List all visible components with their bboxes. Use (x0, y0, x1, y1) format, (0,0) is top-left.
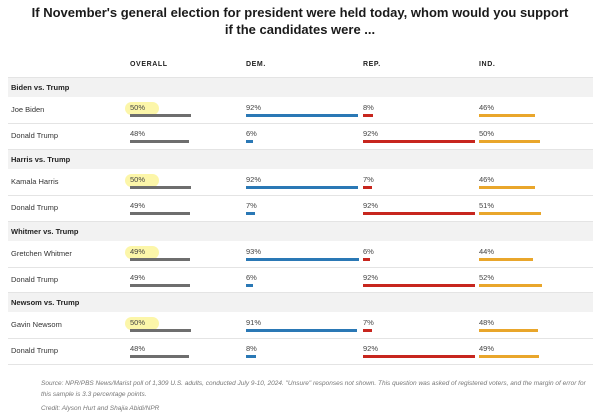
group-header: Newsom vs. Trump (8, 293, 593, 312)
data-label-rep: 92% (363, 201, 379, 210)
bar-overall (130, 114, 191, 117)
data-label-dem: 8% (246, 344, 257, 353)
bar-overall (130, 140, 189, 143)
bar-overall (130, 329, 191, 332)
data-label-dem: 92% (246, 103, 262, 112)
bar-ind (479, 114, 535, 117)
data-label-rep: 7% (363, 318, 374, 327)
source-note: Source: NPR/PBS News/Marist poll of 1,30… (41, 380, 586, 398)
data-label-ind: 48% (479, 318, 495, 327)
bar-ind (479, 140, 540, 143)
data-label-rep: 92% (363, 273, 379, 282)
bar-overall (130, 212, 190, 215)
bar-dem (246, 258, 359, 261)
group-divider (8, 221, 593, 222)
highlight-marker (125, 246, 159, 259)
data-label-ind: 44% (479, 247, 495, 256)
chart-title-line-1: If November's general election for presi… (31, 5, 569, 20)
data-label-dem: 93% (246, 247, 262, 256)
candidate-name: Gretchen Whitmer (11, 249, 72, 258)
candidate-name: Donald Trump (11, 346, 59, 355)
data-label-overall: 50% (130, 103, 146, 112)
group-divider (8, 149, 593, 150)
column-header-rep: REP. (363, 61, 381, 68)
bar-rep (363, 114, 373, 117)
bar-overall (130, 186, 191, 189)
column-header-dem: DEM. (246, 61, 266, 68)
bar-dem (246, 140, 253, 143)
group-header: Harris vs. Trump (8, 150, 593, 169)
group-header: Biden vs. Trump (8, 78, 593, 97)
bar-dem (246, 114, 358, 117)
data-label-dem: 91% (246, 318, 262, 327)
candidate-name: Kamala Harris (11, 177, 59, 186)
data-label-rep: 6% (363, 247, 374, 256)
row-divider (8, 123, 593, 124)
data-label-ind: 49% (479, 344, 495, 353)
data-label-ind: 52% (479, 273, 495, 282)
data-label-dem: 7% (246, 201, 257, 210)
bar-ind (479, 212, 541, 215)
data-label-overall: 50% (130, 175, 146, 184)
data-label-dem: 6% (246, 273, 257, 282)
bar-ind (479, 329, 538, 332)
highlight-marker (125, 174, 159, 187)
candidate-name: Gavin Newsom (11, 320, 62, 329)
bar-rep (363, 329, 372, 332)
bar-rep (363, 140, 475, 143)
bar-rep (363, 186, 372, 189)
bar-ind (479, 258, 533, 261)
data-label-rep: 92% (363, 129, 379, 138)
bar-rep (363, 212, 475, 215)
candidate-name: Joe Biden (11, 105, 45, 114)
group-divider (8, 292, 593, 293)
bar-ind (479, 186, 535, 189)
data-label-overall: 50% (130, 318, 146, 327)
group-divider (8, 77, 593, 78)
data-label-dem: 92% (246, 175, 262, 184)
bar-dem (246, 329, 357, 332)
data-label-overall: 49% (130, 247, 146, 256)
data-label-overall: 49% (130, 201, 146, 210)
data-label-overall: 48% (130, 129, 146, 138)
data-label-overall: 48% (130, 344, 146, 353)
bar-dem (246, 186, 358, 189)
data-label-rep: 8% (363, 103, 374, 112)
bar-dem (246, 284, 253, 287)
candidate-name: Donald Trump (11, 131, 59, 140)
data-label-ind: 51% (479, 201, 495, 210)
bar-rep (363, 284, 475, 287)
chart-title-line-2: if the candidates were ... (224, 22, 376, 37)
data-label-ind: 46% (479, 103, 495, 112)
highlight-marker (125, 317, 159, 330)
credit-note: Credit: Alyson Hurt and Shajia Abidi/NPR (41, 405, 160, 412)
bar-ind (479, 355, 539, 358)
bar-dem (246, 355, 256, 358)
bar-ind (479, 284, 542, 287)
data-label-rep: 92% (363, 344, 379, 353)
candidate-name: Donald Trump (11, 275, 59, 284)
bar-rep (363, 258, 370, 261)
data-label-rep: 7% (363, 175, 374, 184)
chart-title: If November's general election for presi… (0, 4, 600, 38)
bar-rep (363, 355, 475, 358)
candidate-name: Donald Trump (11, 203, 59, 212)
bar-overall (130, 258, 190, 261)
bar-overall (130, 284, 190, 287)
bar-overall (130, 355, 189, 358)
row-divider (8, 195, 593, 196)
data-label-ind: 50% (479, 129, 495, 138)
column-header-ind: IND. (479, 61, 496, 68)
highlight-marker (125, 102, 159, 115)
group-header: Whitmer vs. Trump (8, 222, 593, 241)
bar-dem (246, 212, 255, 215)
row-divider (8, 338, 593, 339)
data-label-ind: 46% (479, 175, 495, 184)
table-bottom-rule (8, 364, 593, 365)
column-header-overall: OVERALL (130, 61, 168, 68)
data-label-overall: 49% (130, 273, 146, 282)
data-label-dem: 6% (246, 129, 257, 138)
row-divider (8, 267, 593, 268)
